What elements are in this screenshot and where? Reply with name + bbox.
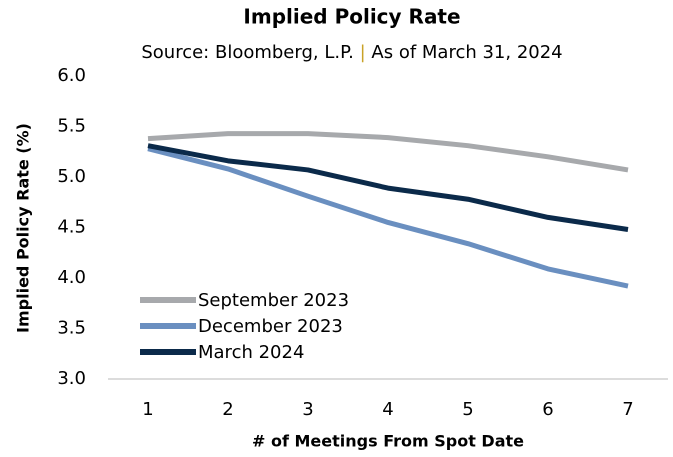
subtitle-source: Source: Bloomberg, L.P.	[141, 42, 354, 63]
subtitle-date: As of March 31, 2024	[371, 42, 562, 63]
series-line	[147, 143, 629, 232]
x-tick-label: 2	[222, 399, 233, 420]
subtitle-separator: |	[360, 42, 366, 63]
series-line	[147, 146, 629, 289]
x-tick-label: 4	[382, 399, 393, 420]
legend-label: September 2023	[198, 290, 349, 311]
y-tick-label: 5.5	[57, 116, 86, 137]
x-tick-label: 1	[142, 399, 153, 420]
x-tick-label: 5	[462, 399, 473, 420]
y-tick-label: 4.5	[57, 217, 86, 238]
legend-label: March 2024	[198, 342, 304, 363]
y-tick-label: 6.0	[57, 65, 86, 86]
chart-title: Implied Policy Rate	[243, 5, 460, 29]
y-tick-label: 3.5	[57, 318, 86, 339]
series-line	[147, 131, 629, 173]
chart-subtitle: Source: Bloomberg, L.P. | As of March 31…	[141, 42, 562, 63]
x-axis-title: # of Meetings From Spot Date	[252, 432, 524, 451]
y-tick-label: 3.0	[57, 368, 86, 389]
x-tick-label: 7	[622, 399, 633, 420]
x-tick-label: 3	[302, 399, 313, 420]
x-tick-label: 6	[542, 399, 553, 420]
legend-label: December 2023	[198, 316, 343, 337]
y-tick-label: 4.0	[57, 267, 86, 288]
y-axis-title: Implied Policy Rate (%)	[14, 123, 33, 333]
y-tick-label: 5.0	[57, 166, 86, 187]
